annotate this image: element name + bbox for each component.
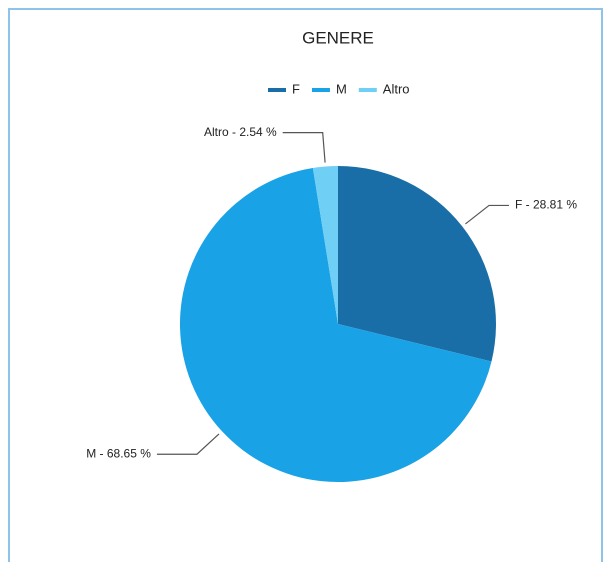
- legend-label: F: [292, 81, 300, 96]
- chart-title: GENERE: [302, 28, 374, 47]
- leader-line: [282, 132, 326, 163]
- pie-slice: [338, 166, 496, 362]
- data-label: Altro - 2.54 %: [204, 125, 277, 139]
- data-label: F - 28.81 %: [515, 198, 577, 212]
- legend-label: M: [336, 81, 347, 96]
- leader-line: [465, 204, 510, 225]
- chart-card: GENERE F M Altro F - 28.81 % M - 68.65 % Altr…: [8, 8, 603, 562]
- data-label: M - 68.65 %: [86, 446, 151, 460]
- chart: GENERE F M Altro F - 28.81 % M - 68.65 % Altr…: [86, 28, 577, 483]
- leader-line: [156, 433, 220, 455]
- legend-label: Altro: [383, 81, 410, 96]
- pie-slice: [180, 168, 492, 483]
- pie-slice: [312, 166, 338, 324]
